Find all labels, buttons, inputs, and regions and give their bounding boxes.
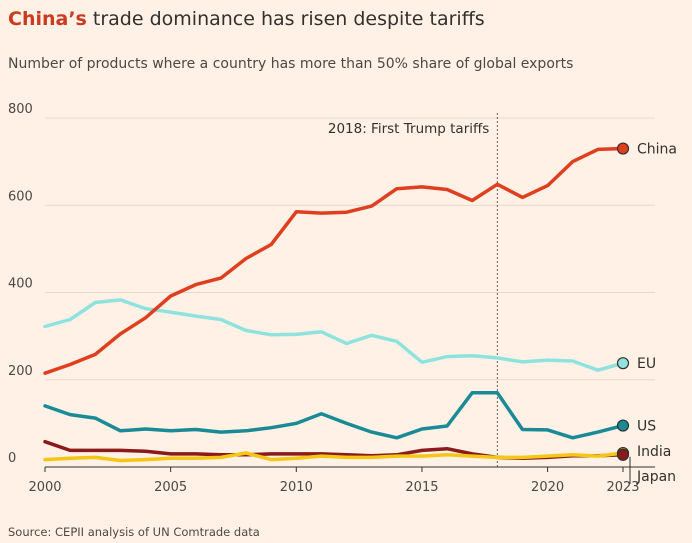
end-marker-japan [616,448,630,461]
title-highlight: China’s [8,8,87,30]
title-rest: trade dominance has risen despite tariff… [86,8,485,30]
x-tick-label: 2015 [405,480,438,495]
x-tick-label: 2010 [280,480,313,495]
series-line-eu [43,298,625,372]
x-tick-label: 2000 [28,480,61,495]
series-label-japan: Japan [636,469,676,485]
end-marker-china [616,142,630,155]
end-marker-eu [616,357,630,370]
y-tick-label: 200 [8,364,33,379]
series-label-eu: EU [637,356,656,372]
x-tick-label: 2023 [606,480,639,495]
source-note: Source: CEPII analysis of UN Comtrade da… [8,525,260,539]
chart-subtitle: Number of products where a country has m… [8,56,574,72]
x-tick-label: 2005 [154,480,187,495]
annotation-label: 2018: First Trump tariffs [328,121,489,137]
series-line-china [43,146,625,375]
end-marker-us [616,419,630,432]
series-line-india [43,451,625,463]
series-label-india: India [637,444,671,460]
series-label-us: US [637,419,656,435]
y-tick-label: 400 [8,277,33,292]
series-label-china: China [637,142,677,158]
y-tick-label: 600 [8,189,33,204]
chart-title: China’s trade dominance has risen despit… [8,6,485,32]
y-tick-label: 0 [8,451,16,466]
series-line-us [43,391,625,440]
y-tick-label: 800 [8,102,33,117]
x-tick-label: 2020 [531,480,564,495]
